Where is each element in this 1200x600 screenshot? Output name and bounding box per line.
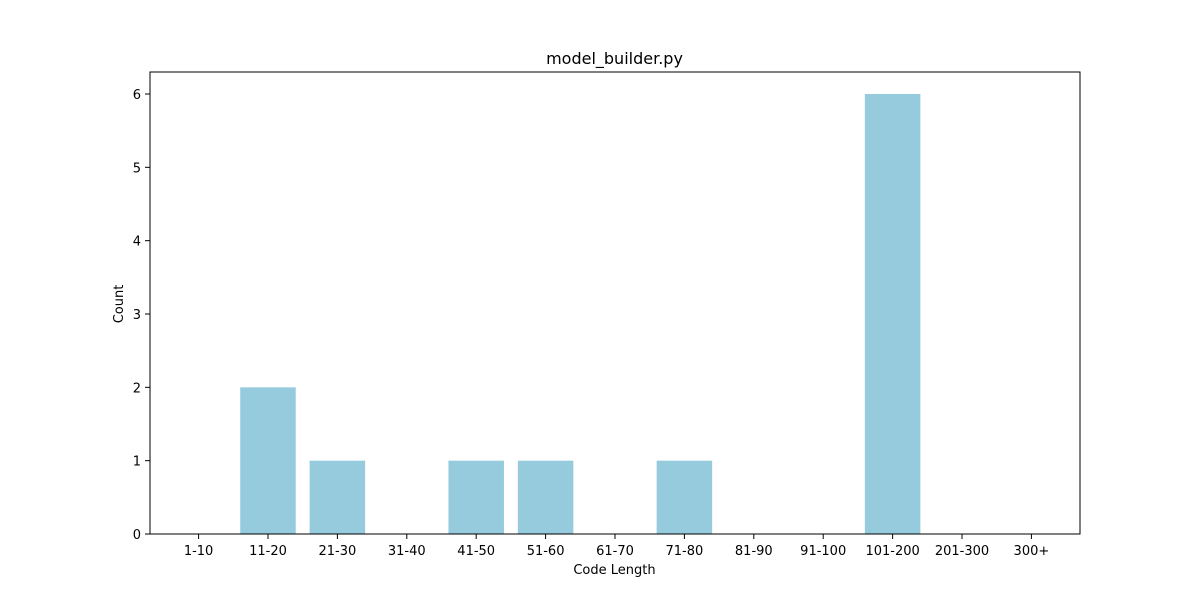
- bar-51-60: [517, 460, 574, 534]
- x-tick-label: 21-30: [318, 544, 356, 559]
- bar-21-30: [309, 460, 366, 534]
- x-tick-label: 31-40: [388, 544, 426, 559]
- y-tick-label: 1: [133, 455, 141, 470]
- bar-71-80: [656, 460, 713, 534]
- y-tick-label: 6: [133, 88, 141, 103]
- x-axis-label: Code Length: [573, 563, 655, 578]
- y-tick-label: 3: [133, 308, 141, 323]
- x-tick-label: 201-300: [935, 544, 989, 559]
- x-tick-label: 300+: [1014, 544, 1050, 559]
- x-tick-label: 11-20: [249, 544, 287, 559]
- y-tick-label: 0: [133, 528, 141, 543]
- bar-11-20: [240, 387, 296, 534]
- bars-group: [240, 94, 921, 534]
- x-tick-label: 1-10: [184, 544, 214, 559]
- x-tick-label: 61-70: [596, 544, 634, 559]
- y-axis-label: Count: [112, 285, 127, 324]
- y-tick-label: 5: [133, 161, 141, 176]
- chart-title: model_builder.py: [546, 49, 683, 69]
- bar-41-50: [448, 460, 504, 534]
- x-axis: 1-10 11-20 21-30 31-40 41-50 51-60 61-70 71-80 8…: [184, 534, 1049, 559]
- x-tick-label: 71-80: [666, 544, 704, 559]
- y-tick-label: 2: [133, 381, 141, 396]
- x-tick-label: 81-90: [735, 544, 773, 559]
- bar-101-200: [864, 94, 921, 534]
- y-axis: 0 1 2 3 4 5 6: [133, 88, 150, 543]
- x-tick-label: 91-100: [800, 544, 846, 559]
- x-tick-label: 41-50: [457, 544, 495, 559]
- x-tick-label: 51-60: [527, 544, 565, 559]
- y-tick-label: 4: [133, 235, 141, 250]
- x-tick-label: 101-200: [865, 544, 919, 559]
